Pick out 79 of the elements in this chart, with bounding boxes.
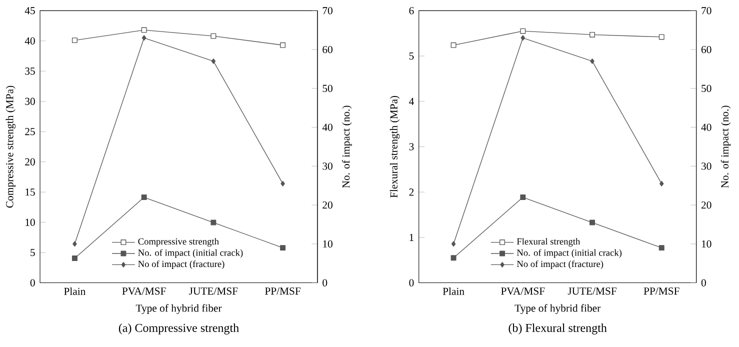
point <box>520 35 526 41</box>
point <box>450 42 456 48</box>
y2-tick-label: 20 <box>322 202 332 209</box>
point <box>520 28 526 34</box>
point <box>520 194 526 200</box>
y2-tick-label: 30 <box>702 162 712 170</box>
legend-label: No of impact (fracture) <box>138 260 224 270</box>
y-tick-label: 20 <box>25 158 35 166</box>
y2-tick-label: 40 <box>701 124 712 131</box>
y2-tick-label: 10 <box>323 240 332 248</box>
y-tick-label: 0 <box>30 279 35 286</box>
y-tick-label: 10 <box>26 218 35 226</box>
y2-axis-title: No. of impact (no.) <box>342 106 352 188</box>
y2-tick-label: 30 <box>322 162 332 170</box>
y2-tick-label: 50 <box>322 84 332 92</box>
point <box>280 181 285 186</box>
y-tick-label: 0 <box>409 279 414 286</box>
y-tick-label: 30 <box>25 98 35 106</box>
legend-label: No. of impact (initial crack) <box>138 249 243 258</box>
point <box>658 34 664 40</box>
legend-label: No of impact (fracture) <box>516 260 604 270</box>
y-axis-title: Compressive strength (MPa) <box>6 86 16 208</box>
x-axis-title: Type of hybrid fiber <box>136 304 222 314</box>
y2-tick-label: 70 <box>322 7 332 14</box>
y2-tick-label: 0 <box>322 279 328 286</box>
x-tick-label: JUTE/MSF <box>189 288 238 295</box>
y2-tick-label: 50 <box>702 84 712 92</box>
x-tick-label: Plain <box>64 288 86 296</box>
x-tick-label: PVA/MSF <box>122 288 166 295</box>
point <box>72 38 78 44</box>
x-axis-title: Type of hybrid fiber <box>514 304 601 314</box>
point <box>590 58 594 64</box>
y2-tick-label: 60 <box>322 46 332 54</box>
point <box>141 194 147 200</box>
point <box>658 245 664 251</box>
y-tick-label: 5 <box>30 249 35 256</box>
y2-tick-label: 70 <box>702 7 712 14</box>
y-tick-label: 35 <box>25 68 35 75</box>
point <box>451 241 456 247</box>
x-tick-label: Plain <box>442 288 464 296</box>
y-tick-label: 1 <box>410 234 414 242</box>
point <box>590 32 595 38</box>
y-tick-label: 15 <box>26 188 35 196</box>
legend-label: Flexural strength <box>516 238 580 247</box>
y2-tick-label: 10 <box>702 240 712 248</box>
point <box>450 255 456 261</box>
point <box>72 256 78 262</box>
y-axis-title: Flexural strength (MPa) <box>390 96 400 198</box>
x-tick-label: PP/MSF <box>644 288 680 295</box>
point <box>142 35 146 41</box>
point <box>211 58 216 64</box>
y-tick-label: 3 <box>409 143 414 150</box>
y2-tick-label: 0 <box>701 279 706 286</box>
y-tick-label: 4 <box>409 98 414 105</box>
point <box>280 245 286 251</box>
y2-axis-title: No. of impact (no.) <box>720 106 731 188</box>
x-tick-label: JUTE/MSF <box>568 288 616 295</box>
y2-tick-label: 20 <box>701 202 712 209</box>
text: (b) Flexural strength <box>508 324 607 335</box>
point <box>659 181 664 186</box>
point <box>72 241 77 247</box>
point <box>590 220 595 226</box>
point <box>210 220 216 226</box>
x-tick-label: PP/MSF <box>265 288 300 295</box>
y-tick-label: 40 <box>24 37 35 45</box>
y2-tick-label: 40 <box>322 124 332 131</box>
point <box>141 27 147 33</box>
text: (a) Compressive strength <box>118 324 239 335</box>
x-tick-label: PVA/MSF <box>501 288 545 295</box>
y-tick-label: 6 <box>409 7 414 14</box>
legend-label: No. of impact (initial crack) <box>516 249 622 258</box>
legend-label: Compressive strength <box>138 238 219 247</box>
point <box>280 42 286 48</box>
y2-tick-label: 60 <box>701 46 712 54</box>
y-tick-label: 45 <box>24 7 35 14</box>
y-tick-label: 5 <box>409 52 414 60</box>
y-tick-label: 2 <box>409 188 414 196</box>
point <box>210 33 216 39</box>
y-tick-label: 25 <box>25 128 35 136</box>
